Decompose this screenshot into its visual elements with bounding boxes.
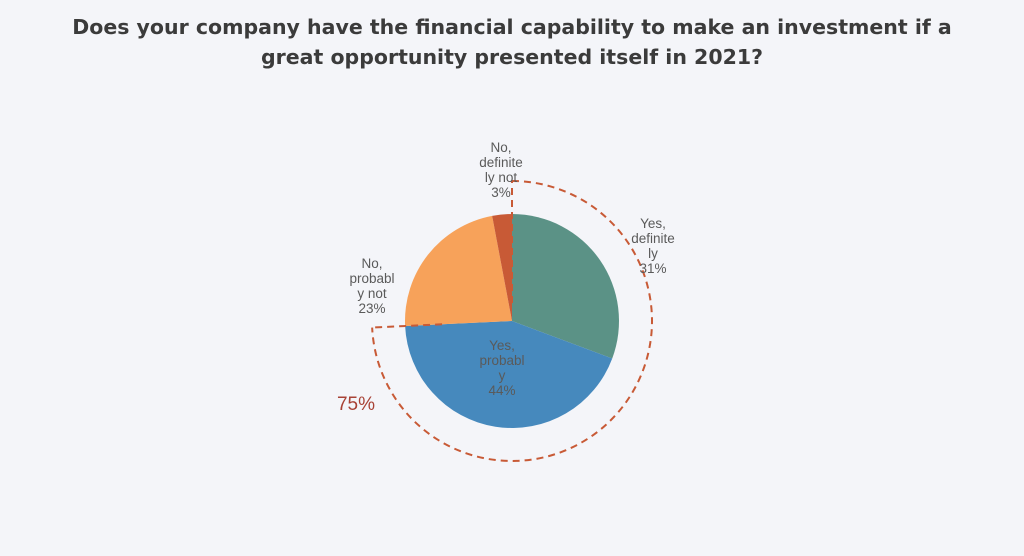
- chart-title-line-1: Does your company have the financial cap…: [72, 15, 952, 39]
- callout-group: 75%: [337, 180, 653, 462]
- slice-label-line: 23%: [358, 301, 385, 316]
- pie-slice-yes-probably: [405, 321, 613, 429]
- slice-label-no-definitely-not: No, definite ly not 3%: [479, 140, 523, 200]
- slice-label-line: 31%: [639, 261, 666, 276]
- slice-label-line: ly not: [485, 170, 518, 185]
- slice-label-line: 3%: [491, 185, 511, 200]
- slice-label-line: definite: [479, 155, 523, 170]
- slice-label-yes-definitely: Yes, definite ly 31%: [631, 216, 675, 276]
- slice-label-line: 44%: [488, 383, 515, 398]
- slice-label-line: definite: [631, 231, 675, 246]
- pie-slices: [405, 214, 619, 429]
- slice-label-line: ly: [648, 246, 658, 261]
- callout-dashed-arc: [371, 180, 653, 462]
- slice-labels: Yes, definite ly 31%Yes, probabl y 44%No, proba…: [349, 140, 674, 398]
- chart-title: Does your company have the financial cap…: [40, 12, 984, 72]
- pie-slice-no-definitely-not: [492, 214, 512, 321]
- chart-title-line-2: great opportunity presented itself in 20…: [260, 45, 764, 69]
- slice-label-line: y not: [357, 286, 387, 301]
- slice-label-line: y: [499, 368, 506, 383]
- slice-label-no-probably-not: No, probabl y not 23%: [349, 256, 394, 316]
- slice-label-yes-probably: Yes, probabl y 44%: [479, 338, 524, 398]
- slice-label-line: No,: [361, 256, 382, 271]
- slice-label-line: Yes,: [489, 338, 515, 353]
- callout-label: 75%: [337, 394, 375, 415]
- pie-slice-no-probably-not: [405, 215, 512, 326]
- slice-label-line: probabl: [349, 271, 394, 286]
- slice-label-line: Yes,: [640, 216, 666, 231]
- slice-label-line: No,: [490, 140, 511, 155]
- slice-label-line: probabl: [479, 353, 524, 368]
- pie-slice-yes-definitely: [512, 214, 619, 359]
